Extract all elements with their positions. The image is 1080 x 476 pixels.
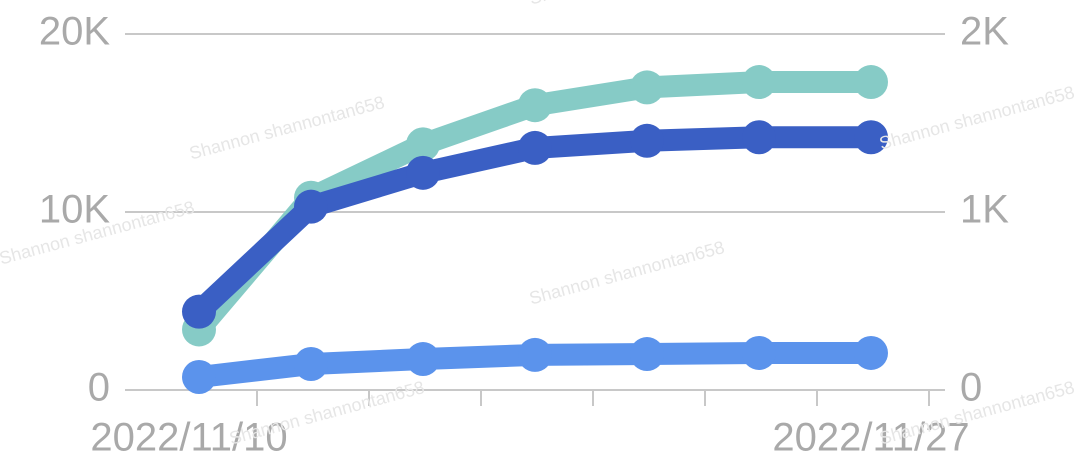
series-point bbox=[406, 342, 440, 377]
watermark: Shannon shannontan658 bbox=[187, 92, 387, 163]
y2-tick-label: 0 bbox=[960, 366, 982, 410]
series-point bbox=[854, 120, 888, 155]
series-point bbox=[294, 189, 328, 224]
series-point bbox=[854, 335, 888, 370]
watermark: Shannon shannontan658 bbox=[527, 237, 727, 308]
series-point bbox=[854, 65, 888, 100]
watermark: Shannon shannontan658 bbox=[877, 82, 1077, 153]
series-point bbox=[182, 294, 216, 329]
x-tick-label: 2022/11/27 bbox=[772, 416, 969, 460]
series-point bbox=[406, 127, 440, 162]
y-tick-label: 20K bbox=[39, 10, 110, 54]
series-point bbox=[294, 347, 328, 382]
series-point bbox=[630, 70, 664, 105]
y2-tick-label: 1K bbox=[960, 188, 1009, 232]
series-point bbox=[518, 130, 552, 165]
series-point bbox=[518, 88, 552, 123]
series-point bbox=[518, 337, 552, 372]
y-tick-label: 10K bbox=[39, 188, 110, 232]
series-point bbox=[742, 335, 776, 370]
series-point bbox=[630, 337, 664, 372]
series-point bbox=[742, 120, 776, 155]
series-point bbox=[182, 360, 216, 395]
series-point bbox=[742, 65, 776, 100]
watermark: Shannon shannontan658 bbox=[527, 0, 727, 8]
y2-tick-label: 2K bbox=[960, 10, 1009, 54]
x-tick-label: 2022/11/10 bbox=[90, 416, 287, 460]
y-tick-label: 0 bbox=[88, 366, 110, 410]
watermark: Shannon shannontan658 bbox=[227, 377, 427, 448]
series-point bbox=[406, 155, 440, 190]
series-point bbox=[630, 123, 664, 158]
